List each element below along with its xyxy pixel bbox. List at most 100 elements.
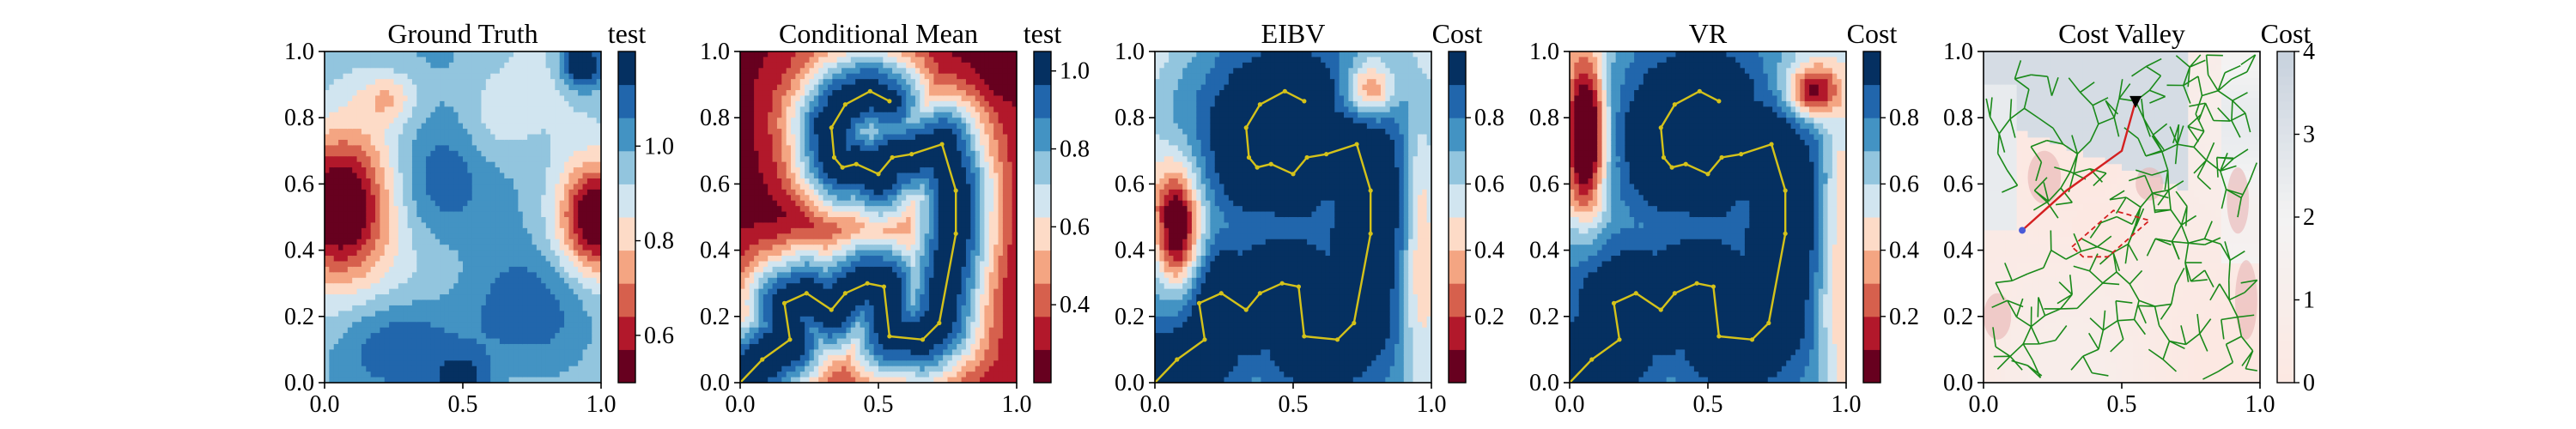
- heatmap-cell: [430, 233, 436, 240]
- heatmap-cell: [495, 299, 501, 306]
- heatmap-cell: [448, 51, 454, 58]
- heatmap-cell: [564, 360, 570, 367]
- heatmap-cell: [467, 343, 473, 350]
- heatmap-cell: [416, 250, 422, 257]
- heatmap-cell: [762, 51, 769, 58]
- heatmap-cell: [791, 377, 796, 383]
- heatmap-cell: [559, 272, 565, 279]
- heatmap-cell: [832, 62, 838, 69]
- heatmap-cell: [370, 100, 376, 107]
- heatmap-cell: [347, 145, 353, 152]
- heatmap-cell: [749, 222, 755, 229]
- heatmap-cell: [795, 134, 801, 141]
- heatmap-cell: [536, 266, 542, 273]
- heatmap-cell: [458, 305, 464, 311]
- heatmap-cell: [827, 51, 833, 58]
- heatmap-cell: [411, 118, 417, 124]
- heatmap-cell: [477, 239, 483, 245]
- heatmap-cell: [375, 377, 380, 383]
- heatmap-cell: [836, 100, 842, 107]
- heatmap-cell: [832, 145, 838, 152]
- heatmap-cell: [467, 79, 473, 86]
- heatmap-cell: [467, 354, 473, 361]
- heatmap-cell: [586, 322, 592, 329]
- heatmap-cell: [799, 145, 805, 152]
- heatmap-cell: [813, 227, 819, 234]
- heatmap-cell: [744, 62, 750, 69]
- heatmap-cell: [389, 156, 395, 163]
- heatmap-cell: [749, 343, 755, 350]
- heatmap-cell: [495, 354, 501, 361]
- heatmap-cell: [380, 200, 386, 207]
- heatmap-cell: [421, 118, 427, 124]
- heatmap-cell: [568, 245, 574, 251]
- heatmap-cell: [375, 139, 380, 146]
- heatmap-cell: [564, 217, 570, 224]
- heatmap-cell: [499, 311, 505, 317]
- heatmap-cell: [786, 217, 792, 224]
- heatmap-cell: [555, 129, 561, 136]
- heatmap-cell: [568, 343, 574, 350]
- heatmap-cell: [518, 222, 524, 229]
- heatmap-cell: [471, 349, 477, 356]
- heatmap-cell: [832, 161, 838, 168]
- heatmap-cell: [504, 366, 510, 372]
- heatmap-cell: [568, 283, 574, 290]
- heatmap-cell: [421, 100, 427, 107]
- heatmap-cell: [463, 256, 468, 263]
- heatmap-cell: [545, 338, 551, 345]
- heatmap-cell: [545, 333, 551, 340]
- heatmap-cell: [352, 139, 358, 146]
- heatmap-cell: [403, 245, 409, 251]
- heatmap-cell: [758, 349, 764, 356]
- heatmap-cell: [481, 343, 487, 350]
- heatmap-cell: [740, 139, 745, 146]
- heatmap-cell: [550, 206, 556, 213]
- heatmap-cell: [407, 366, 413, 372]
- heatmap-cell: [776, 217, 782, 224]
- heatmap-cell: [749, 311, 755, 317]
- heatmap-cell: [490, 245, 496, 251]
- heatmap-cell: [477, 62, 483, 69]
- heatmap-cell: [481, 233, 487, 240]
- heatmap-cell: [559, 206, 565, 213]
- heatmap-cell: [490, 95, 496, 102]
- heatmap-cell: [393, 200, 399, 207]
- heatmap-cell: [481, 305, 487, 311]
- heatmap-cell: [809, 366, 815, 372]
- heatmap-cell: [508, 327, 514, 334]
- heatmap-cell: [582, 360, 588, 367]
- heatmap-cell: [352, 354, 358, 361]
- heatmap-cell: [467, 360, 473, 367]
- heatmap-cell: [795, 139, 801, 146]
- heatmap-cell: [370, 316, 376, 323]
- heatmap-cell: [541, 239, 547, 245]
- heatmap-cell: [495, 256, 501, 263]
- heatmap-cell: [564, 239, 570, 245]
- heatmap-cell: [333, 95, 339, 102]
- heatmap-cell: [532, 327, 538, 334]
- heatmap-cell: [416, 73, 422, 80]
- heatmap-cell: [522, 360, 528, 367]
- heatmap-cell: [411, 90, 417, 97]
- heatmap-cell: [513, 150, 519, 157]
- heatmap-cell: [416, 206, 422, 213]
- heatmap-cell: [791, 245, 796, 251]
- heatmap-cell: [758, 100, 764, 107]
- heatmap-cell: [823, 294, 829, 301]
- heatmap-cell: [781, 68, 787, 75]
- heatmap-cell: [471, 250, 477, 257]
- heatmap-cell: [403, 123, 409, 130]
- heatmap-cell: [827, 217, 833, 224]
- heatmap-cell: [564, 167, 570, 174]
- heatmap-cell: [522, 211, 528, 218]
- heatmap-cell: [513, 316, 519, 323]
- heatmap-cell: [586, 256, 592, 263]
- heatmap-cell: [504, 68, 510, 75]
- heatmap-cell: [582, 333, 588, 340]
- heatmap-cell: [430, 354, 436, 361]
- heatmap-cell: [448, 377, 454, 383]
- heatmap-cell: [564, 343, 570, 350]
- heatmap-cell: [499, 134, 505, 141]
- heatmap-cell: [407, 250, 413, 257]
